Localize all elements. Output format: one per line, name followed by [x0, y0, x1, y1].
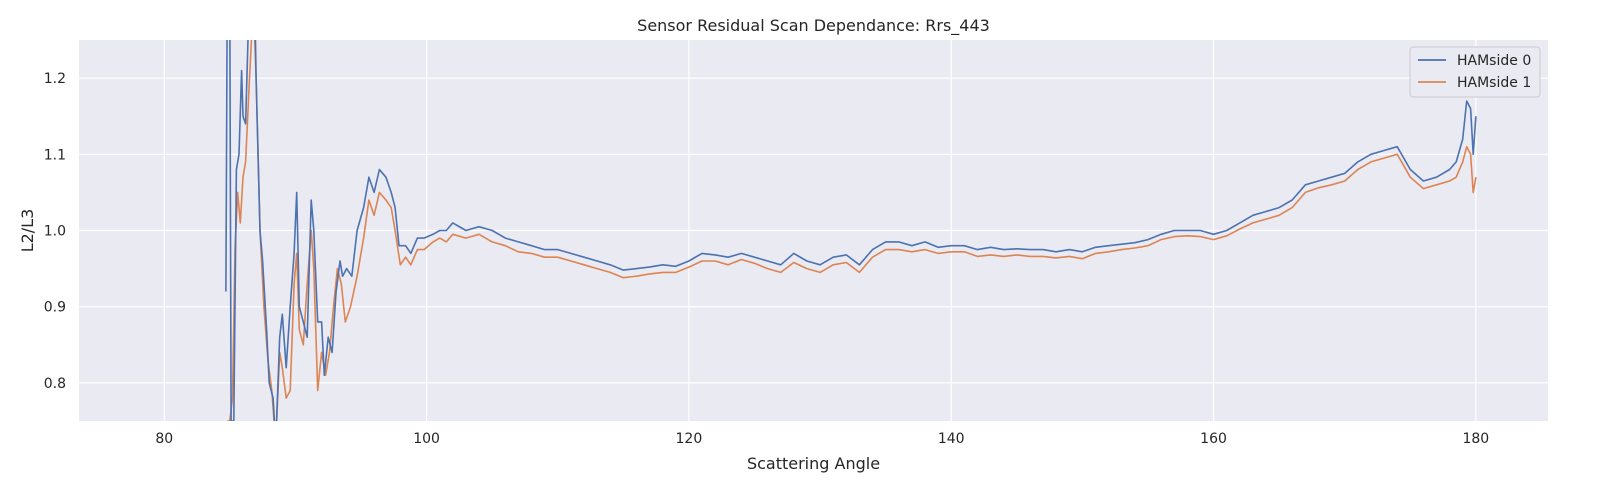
x-axis-label: Scattering Angle [747, 454, 880, 473]
series-group [225, 40, 1477, 421]
grid [79, 40, 1548, 421]
x-tick-label: 160 [1200, 431, 1227, 447]
y-tick-label: 0.8 [44, 376, 66, 392]
legend-label-hamside-1: HAMside 1 [1457, 75, 1531, 91]
y-tick-label: 0.9 [44, 300, 66, 316]
y-tick-label: 1.1 [44, 147, 66, 163]
x-tick-label: 80 [155, 431, 173, 447]
x-tick-label: 180 [1462, 431, 1489, 447]
legend: HAMside 0 HAMside 1 [1409, 46, 1541, 98]
tick-labels: 80 100 120 140 160 180 0.8 0.9 1.0 1.1 1.2 [44, 71, 1489, 447]
y-axis-label: L2/L3 [18, 209, 37, 253]
legend-label-hamside-0: HAMside 0 [1457, 53, 1531, 69]
x-tick-label: 100 [413, 431, 440, 447]
series-line-hamside-0 [225, 40, 1477, 421]
chart-title: Sensor Residual Scan Dependance: Rrs_443 [637, 16, 990, 36]
y-tick-label: 1.0 [44, 224, 66, 240]
x-tick-label: 140 [938, 431, 965, 447]
series-line-hamside-1 [227, 40, 1477, 421]
y-tick-label: 1.2 [44, 71, 66, 87]
x-tick-label: 120 [676, 431, 703, 447]
